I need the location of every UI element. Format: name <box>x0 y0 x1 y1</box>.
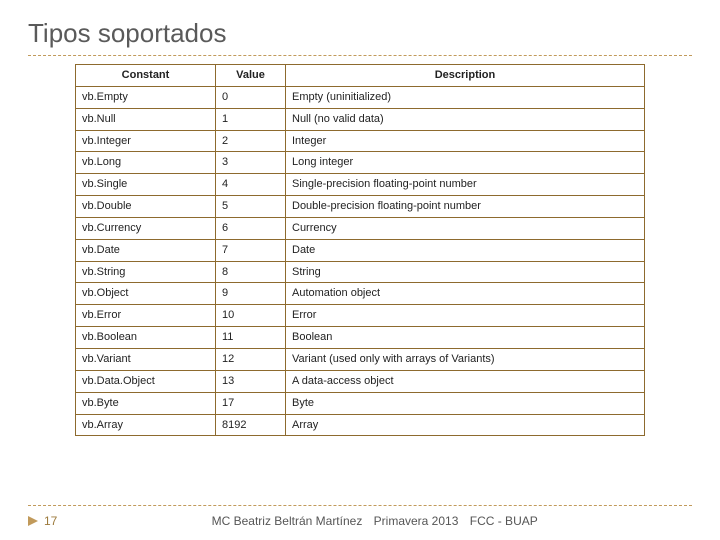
table-cell: Boolean <box>286 327 645 349</box>
table-cell: vb.Array <box>76 414 216 436</box>
table-row: vb.String8String <box>76 261 645 283</box>
table-row: vb.Boolean11Boolean <box>76 327 645 349</box>
table-cell: vb.Currency <box>76 217 216 239</box>
table-cell: vb.Double <box>76 196 216 218</box>
col-header-description: Description <box>286 65 645 87</box>
table-row: vb.Long3Long integer <box>76 152 645 174</box>
table-cell: 2 <box>216 130 286 152</box>
table-row: vb.Integer2Integer <box>76 130 645 152</box>
table-cell: 3 <box>216 152 286 174</box>
table-cell: vb.Byte <box>76 392 216 414</box>
table-row: vb.Date7Date <box>76 239 645 261</box>
table-cell: 7 <box>216 239 286 261</box>
table-cell: String <box>286 261 645 283</box>
footer-text: MC Beatriz Beltrán Martínez Primavera 20… <box>57 514 692 528</box>
table-cell: vb.Boolean <box>76 327 216 349</box>
col-header-constant: Constant <box>76 65 216 87</box>
table-cell: 11 <box>216 327 286 349</box>
table-row: vb.Variant12Variant (used only with arra… <box>76 348 645 370</box>
table-cell: 12 <box>216 348 286 370</box>
title-divider <box>28 55 692 56</box>
table-row: vb.Null1Null (no valid data) <box>76 108 645 130</box>
table-cell: vb.Single <box>76 174 216 196</box>
table-cell: A data-access object <box>286 370 645 392</box>
table-cell: Variant (used only with arrays of Varian… <box>286 348 645 370</box>
footer-author: MC Beatriz Beltrán Martínez <box>212 514 363 528</box>
table-cell: Null (no valid data) <box>286 108 645 130</box>
table-cell: Error <box>286 305 645 327</box>
footer-term: Primavera 2013 <box>374 514 459 528</box>
table-cell: Empty (uninitialized) <box>286 86 645 108</box>
table-cell: Byte <box>286 392 645 414</box>
table-cell: Integer <box>286 130 645 152</box>
table-row: vb.Empty0Empty (uninitialized) <box>76 86 645 108</box>
table-cell: 10 <box>216 305 286 327</box>
table-cell: 4 <box>216 174 286 196</box>
table-row: vb.Currency6Currency <box>76 217 645 239</box>
table-row: vb.Error10Error <box>76 305 645 327</box>
page-number: 17 <box>44 514 57 528</box>
table-cell: Array <box>286 414 645 436</box>
table-cell: Date <box>286 239 645 261</box>
table-cell: Double-precision floating-point number <box>286 196 645 218</box>
table-row: vb.Byte17Byte <box>76 392 645 414</box>
table-row: vb.Single4Single-precision floating-poin… <box>76 174 645 196</box>
table-cell: 8192 <box>216 414 286 436</box>
table-row: vb.Array8192Array <box>76 414 645 436</box>
table-row: vb.Data.Object13A data-access object <box>76 370 645 392</box>
page-number-marker: 17 <box>28 514 57 528</box>
table-cell: 17 <box>216 392 286 414</box>
table-cell: 1 <box>216 108 286 130</box>
table-cell: 5 <box>216 196 286 218</box>
table-cell: vb.Error <box>76 305 216 327</box>
table-cell: vb.Data.Object <box>76 370 216 392</box>
table-header-row: Constant Value Description <box>76 65 645 87</box>
table-cell: vb.Integer <box>76 130 216 152</box>
table-cell: 8 <box>216 261 286 283</box>
table-cell: Single-precision floating-point number <box>286 174 645 196</box>
table-row: vb.Double5Double-precision floating-poin… <box>76 196 645 218</box>
slide-title: Tipos soportados <box>28 18 692 49</box>
table-cell: vb.String <box>76 261 216 283</box>
table-cell: 9 <box>216 283 286 305</box>
slide-footer: 17 MC Beatriz Beltrán Martínez Primavera… <box>0 514 720 528</box>
triangle-icon <box>28 516 38 526</box>
table-cell: vb.Variant <box>76 348 216 370</box>
types-table-container: Constant Value Description vb.Empty0Empt… <box>75 64 645 436</box>
types-table: Constant Value Description vb.Empty0Empt… <box>75 64 645 436</box>
footer-divider <box>28 505 692 506</box>
table-cell: 0 <box>216 86 286 108</box>
table-cell: 6 <box>216 217 286 239</box>
footer-org: FCC - BUAP <box>470 514 538 528</box>
table-cell: vb.Empty <box>76 86 216 108</box>
table-cell: vb.Long <box>76 152 216 174</box>
table-cell: Automation object <box>286 283 645 305</box>
table-cell: Long integer <box>286 152 645 174</box>
table-cell: vb.Object <box>76 283 216 305</box>
table-cell: Currency <box>286 217 645 239</box>
table-row: vb.Object9Automation object <box>76 283 645 305</box>
col-header-value: Value <box>216 65 286 87</box>
table-cell: vb.Null <box>76 108 216 130</box>
table-cell: 13 <box>216 370 286 392</box>
table-cell: vb.Date <box>76 239 216 261</box>
